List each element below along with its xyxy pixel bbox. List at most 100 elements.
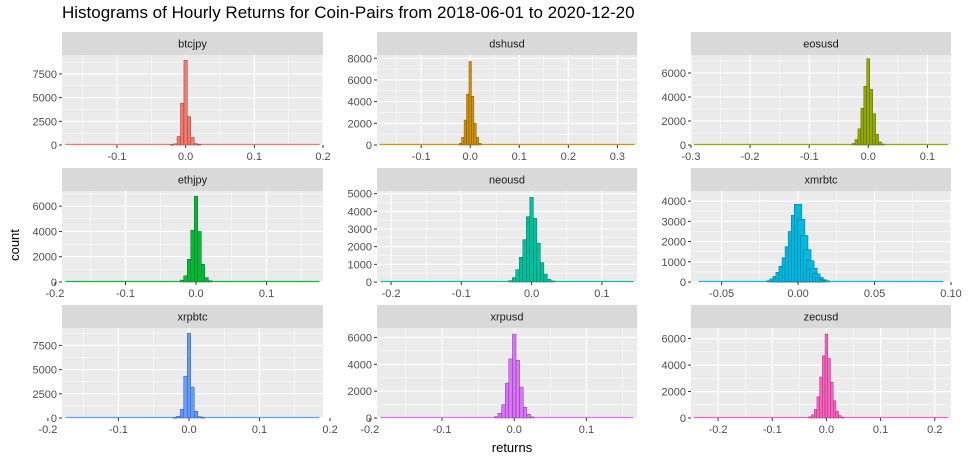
y-tick-label: 6000 — [662, 334, 686, 346]
x-tick-label: 0.1 — [259, 288, 274, 300]
histogram-bar — [819, 376, 823, 419]
histogram-bar — [816, 396, 820, 419]
histogram-bars — [179, 195, 213, 283]
facet-strip-label: ethjpy — [178, 175, 208, 187]
y-tick-label: 4000 — [348, 206, 372, 218]
histogram-bar — [461, 137, 465, 146]
facet-strip — [691, 168, 951, 191]
panel-background — [377, 55, 637, 145]
histogram-bar — [478, 143, 482, 146]
histogram-bar — [851, 143, 856, 146]
histogram-bar — [878, 141, 882, 146]
y-tick-label: 2000 — [33, 252, 57, 264]
histogram-bar — [463, 119, 467, 146]
x-tick-label: -0.1 — [452, 288, 471, 300]
x-tick-label: 0.0 — [524, 288, 539, 300]
histogram-bar — [468, 61, 472, 146]
histogram-bar — [466, 93, 470, 146]
y-tick-label: 6000 — [662, 68, 686, 80]
x-tick-label: 0.1 — [920, 151, 935, 163]
histogram-bar — [533, 218, 538, 283]
x-tick-label: -0.1 — [116, 288, 135, 300]
histogram-bar — [522, 239, 527, 283]
histogram-bar — [529, 196, 534, 283]
histogram-bar — [473, 123, 477, 146]
y-tick-label: 0 — [680, 140, 686, 152]
histogram-bar — [508, 358, 513, 419]
histogram-bar — [201, 417, 206, 419]
histogram-bar — [187, 259, 191, 283]
y-tick-label: 2000 — [348, 242, 372, 254]
histogram-bar — [194, 411, 198, 419]
y-tick-label: 0 — [51, 140, 57, 152]
x-tick-label: 0.00 — [787, 288, 808, 300]
histogram-bar — [530, 416, 535, 419]
histogram-bar — [866, 58, 870, 146]
histogram-bar — [183, 60, 188, 146]
histogram-bar — [808, 416, 812, 419]
histogram-bar — [512, 277, 516, 283]
histogram-bar — [526, 414, 531, 419]
histogram-bars — [458, 61, 482, 146]
facet-strip-label: eosusd — [803, 39, 838, 51]
facet-panel-dshusd: dshusd -0.1 0.0 0.1 0.2 0.3 0 2000 4000 6000 8000 — [348, 32, 637, 163]
histogram-bar — [515, 360, 520, 419]
facet-strip — [377, 305, 637, 328]
y-tick-label: 2000 — [348, 118, 372, 130]
y-tick-label: 4000 — [662, 92, 686, 104]
y-tick-label: 7500 — [33, 69, 57, 81]
histogram-bars — [494, 333, 535, 419]
histogram-bar — [835, 411, 839, 419]
y-tick-label: 4000 — [662, 360, 686, 372]
x-tick-label: 0.0 — [181, 424, 196, 436]
chart-title: Histograms of Hourly Returns for Coin-Pa… — [62, 3, 635, 22]
y-tick-label: 1000 — [348, 259, 372, 271]
histogram-bar — [547, 279, 552, 283]
y-tick-label: 4000 — [33, 226, 57, 238]
y-tick-label: 8000 — [348, 53, 372, 65]
histogram-bar — [194, 195, 198, 283]
histogram-bar — [194, 143, 198, 146]
histogram-bar — [497, 413, 502, 419]
histogram-bar — [821, 280, 830, 283]
x-tick-label: 0.2 — [561, 151, 576, 163]
x-tick-label: 0.3 — [610, 151, 625, 163]
x-tick-label: 0.1 — [594, 288, 609, 300]
y-tick-label: 7500 — [33, 340, 57, 352]
y-tick-label: 2000 — [662, 237, 686, 249]
histogram-bar — [183, 275, 188, 283]
histogram-bar — [187, 333, 191, 419]
facet-panel-zecusd: zecusd -0.2 -0.1 0.0 0.1 0.2 0 2000 4000 6000 — [662, 305, 951, 436]
y-tick-label: 5000 — [348, 189, 372, 201]
y-tick-label: 4000 — [662, 196, 686, 208]
histogram-bar — [543, 273, 548, 283]
x-tick-label: -0.2 — [360, 424, 379, 436]
x-tick-label: -0.1 — [433, 424, 452, 436]
histogram-bars — [808, 333, 845, 419]
histogram-bar — [187, 116, 191, 146]
facet-strip-label: dshusd — [489, 39, 524, 51]
x-tick-label: -0.2 — [382, 288, 401, 300]
facet-strip-label: xrpbtc — [178, 312, 208, 324]
histogram-bar — [550, 280, 555, 283]
histogram-bar — [540, 262, 545, 283]
histogram-bar — [179, 409, 184, 419]
y-tick-label: 3000 — [662, 216, 686, 228]
histogram-bar — [860, 108, 865, 146]
histogram-bar — [176, 136, 181, 146]
histogram-bar — [869, 88, 873, 146]
panel-background — [62, 55, 323, 145]
x-tick-label: -0.05 — [709, 288, 734, 300]
facet-panel-xmrbtc: xmrbtc -0.05 0.00 0.05 0.10 0 1000 2000 3000 4000 — [662, 168, 962, 300]
x-tick-label: 0.1 — [247, 151, 262, 163]
y-tick-label: 2500 — [33, 116, 57, 128]
facet-strip-label: neousd — [489, 175, 525, 187]
x-tick-label: 0.0 — [861, 151, 876, 163]
histogram-bar — [504, 382, 510, 419]
histogram-bar — [512, 333, 517, 419]
y-axis-title: count — [7, 229, 22, 261]
y-tick-label: 4000 — [348, 97, 372, 109]
histogram-bar — [838, 415, 842, 419]
histogram-bar — [190, 386, 195, 419]
histogram-bar — [201, 264, 206, 283]
